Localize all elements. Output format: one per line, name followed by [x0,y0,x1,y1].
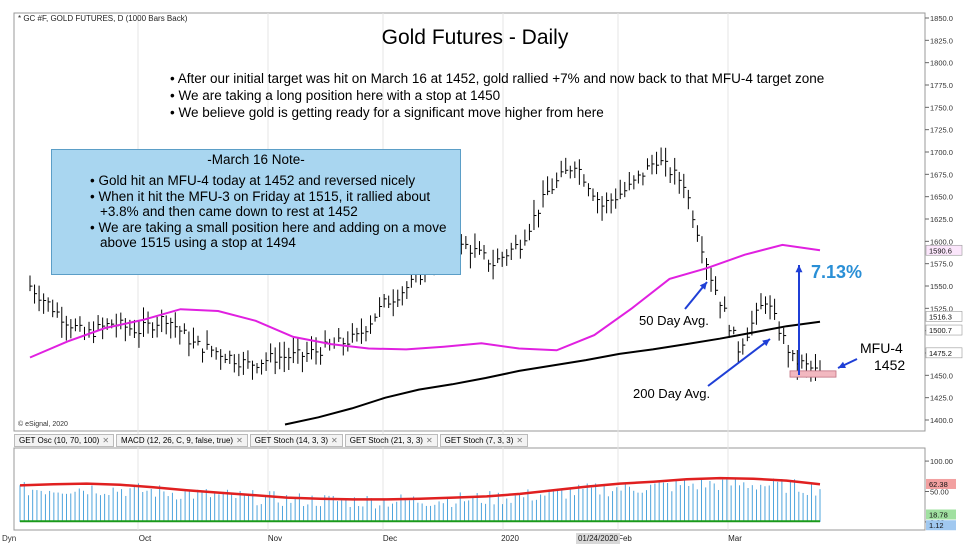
osc-value-box [926,478,956,489]
price-value-label: 1590.6 [929,246,952,255]
close-icon[interactable]: ✕ [331,436,338,445]
osc-tick-label: 100.00 [930,457,953,466]
price-tick-label: 1525.0 [930,304,953,313]
price-tick-label: 1550.0 [930,282,953,291]
oscillator-histogram [19,477,821,522]
month-label: Feb [618,534,632,543]
indicator-tab[interactable]: GET Stoch (14, 3, 3) ✕ [249,434,343,447]
indicator-tabs: GET Osc (10, 70, 100) ✕ MACD (12, 26, C, … [14,434,530,447]
commentary-bullets: After our initial target was hit on Marc… [170,70,824,121]
close-icon[interactable]: ✕ [516,436,524,445]
price-bars [29,147,823,382]
osc-value-label: 1.12 [929,521,944,530]
tab-label: GET Stoch (7, 3, 3) [444,436,514,445]
date-highlight [576,533,620,544]
ma50-arrow-head [699,282,707,290]
price-axis: 1400.01425.01450.01475.01500.01525.01550… [925,14,953,425]
price-value-box [925,244,963,256]
ma200-arrow-head [762,339,770,347]
tab-label: GET Osc (10, 70, 100) [19,436,100,445]
close-icon[interactable]: ✕ [102,436,110,445]
indicator-tab[interactable]: GET Stoch (21, 3, 3) ✕ [344,434,438,447]
price-tick-label: 1775.0 [930,81,953,90]
ma200-arrow [707,338,771,387]
rally-arrow-head [795,265,803,273]
tab-label: GET Stoch (21, 3, 3) [349,436,423,445]
month-label: Mar [728,534,742,543]
osc-value-box [926,509,956,520]
price-value-box [925,347,963,359]
tab-label: MACD (12, 26, C, 9, false, true) [121,436,234,445]
bullet-item: After our initial target was hit on Marc… [170,70,824,87]
price-value-labels: 1516.3 1500.7 1475.2 1590.6 [925,244,963,359]
note-item: We are taking a small position here and … [90,220,460,251]
mfu-name: MFU-4 [860,340,903,356]
osc-value-box [926,520,956,531]
mfu-value: 1452 [874,357,906,373]
price-tick-label: 1650.0 [930,193,953,202]
indicator-tab[interactable]: MACD (12, 26, C, 9, false, true) ✕ [116,434,248,447]
month-label: Dec [383,534,397,543]
price-value-label: 1500.7 [929,326,952,335]
tab-label: GET Stoch (14, 3, 3) [254,436,329,445]
ma200-annotation: 200 Day Avg. [633,386,711,401]
ma50-line [29,243,821,359]
bullet-item: We believe gold is getting ready for a s… [170,104,824,121]
mfu-target-zone [789,370,837,378]
copyright: © eSignal, 2020 [18,421,68,428]
highlighted-date: 01/24/2020 [578,534,619,543]
month-label: Oct [139,534,152,543]
oscillator-signal-line [19,476,821,501]
price-tick-label: 1750.0 [930,103,953,112]
mfu-arrow-head [838,361,846,369]
note-title: -March 16 Note- [207,152,305,167]
bullet-item: We are taking a long position here with … [170,87,824,104]
note-item: When it hit the MFU-3 on Friday at 1515,… [90,189,460,220]
osc-value-label: 18.78 [929,510,948,519]
osc-value-label: 62.38 [929,480,948,489]
indicator-tab[interactable]: GET Osc (10, 70, 100) ✕ [14,434,115,447]
chart-title: Gold Futures - Daily [381,26,569,49]
price-tick-label: 1725.0 [930,126,953,135]
month-label: 2020 [501,534,519,543]
price-tick-label: 1400.0 [930,416,953,425]
price-value-box [925,324,963,336]
ma200-line [284,320,821,426]
ma50-annotation: 50 Day Avg. [639,313,709,328]
note-item: Gold hit an MFU-4 today at 1452 and reve… [90,173,460,189]
dyn-button[interactable]: Dyn [2,534,17,543]
date-axis: Oct Nov Dec 2020 Feb Mar 01/24/2020 [139,533,742,544]
close-icon[interactable]: ✕ [236,436,243,445]
price-value-box [925,311,963,322]
indicator-tab[interactable]: GET Stoch (7, 3, 3) ✕ [439,434,529,447]
price-tick-label: 1700.0 [930,148,953,157]
price-tick-label: 1600.0 [930,237,953,246]
price-tick-label: 1625.0 [930,215,953,224]
osc-tick-label: 50.00 [930,488,949,497]
price-tick-label: 1425.0 [930,394,953,403]
rally-percent: 7.13% [811,262,863,282]
price-tick-label: 1850.0 [930,14,953,23]
close-icon[interactable]: ✕ [425,436,433,445]
target-zone-rect [789,370,837,378]
price-value-label: 1475.2 [929,349,952,358]
month-label: Nov [268,534,282,543]
price-value-label: 1516.3 [929,312,952,321]
price-tick-label: 1450.0 [930,371,953,380]
oscillator-pane [13,447,926,531]
march-16-note-box: -March 16 Note- Gold hit an MFU-4 today … [51,149,461,275]
mfu-label: MFU-4 1452 [860,340,905,374]
price-tick-label: 1800.0 [930,59,953,68]
annotation-arrows [684,265,858,387]
price-tick-label: 1575.0 [930,260,953,269]
price-tick-label: 1675.0 [930,170,953,179]
price-tick-label: 1825.0 [930,36,953,45]
symbol-header: * GC #F, GOLD FUTURES, D (1000 Bars Back… [18,14,188,23]
